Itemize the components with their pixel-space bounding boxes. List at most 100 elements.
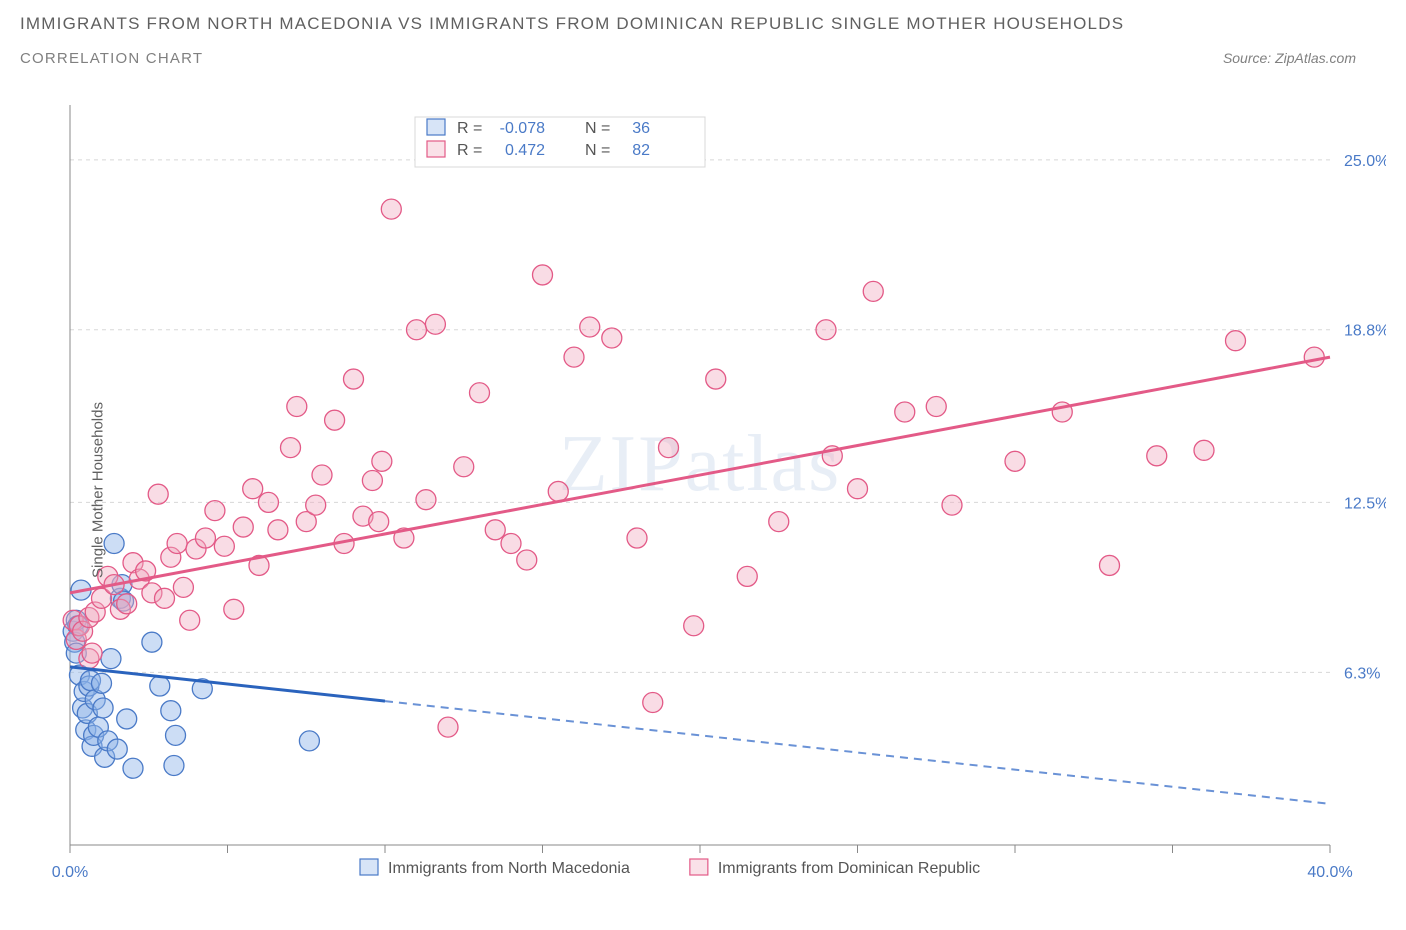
y-tick-label: 6.3%: [1344, 665, 1380, 682]
stats-legend-R-label: R =: [457, 142, 482, 159]
scatter-point-pink: [564, 347, 584, 367]
scatter-chart-svg: ZIPatlas6.3%12.5%18.8%25.0%0.0%40.0%R =-…: [20, 95, 1386, 885]
scatter-point-pink: [1005, 451, 1025, 471]
stats-legend-R-value-pink: 0.472: [505, 142, 545, 159]
scatter-point-pink: [627, 528, 647, 548]
scatter-point-pink: [155, 588, 175, 608]
bottom-legend-swatch-pink: [690, 859, 708, 875]
scatter-point-blue: [150, 676, 170, 696]
scatter-point-blue: [161, 701, 181, 721]
chart-area: Single Mother Households ZIPatlas6.3%12.…: [20, 95, 1386, 885]
scatter-point-pink: [381, 199, 401, 219]
scatter-point-blue: [117, 709, 137, 729]
scatter-point-pink: [737, 566, 757, 586]
scatter-point-pink: [863, 281, 883, 301]
scatter-point-pink: [643, 692, 663, 712]
scatter-point-pink: [372, 451, 392, 471]
scatter-point-pink: [1194, 440, 1214, 460]
x-tick-label-left: 0.0%: [52, 864, 88, 881]
scatter-point-pink: [407, 320, 427, 340]
scatter-point-pink: [816, 320, 836, 340]
scatter-point-pink: [684, 616, 704, 636]
scatter-point-pink: [517, 550, 537, 570]
scatter-point-pink: [470, 383, 490, 403]
trend-line-dashed-blue: [385, 701, 1330, 804]
scatter-point-pink: [485, 520, 505, 540]
scatter-point-pink: [312, 465, 332, 485]
scatter-point-pink: [344, 369, 364, 389]
scatter-point-pink: [167, 534, 187, 554]
scatter-point-pink: [438, 717, 458, 737]
scatter-point-pink: [580, 317, 600, 337]
scatter-point-blue: [107, 739, 127, 759]
y-tick-label: 18.8%: [1344, 323, 1386, 340]
scatter-point-pink: [214, 536, 234, 556]
scatter-point-pink: [425, 314, 445, 334]
trend-line-pink: [70, 357, 1330, 593]
source-name: ZipAtlas.com: [1275, 50, 1356, 66]
scatter-point-pink: [258, 492, 278, 512]
y-axis-label: Single Mother Households: [89, 402, 106, 578]
y-tick-label: 25.0%: [1344, 153, 1386, 170]
stats-legend-R-label: R =: [457, 120, 482, 137]
stats-legend-R-value-blue: -0.078: [500, 120, 545, 137]
bottom-legend-label-pink: Immigrants from Dominican Republic: [718, 860, 980, 877]
scatter-point-blue: [164, 756, 184, 776]
x-tick-label-right: 40.0%: [1307, 864, 1352, 881]
scatter-point-pink: [501, 534, 521, 554]
scatter-point-pink: [180, 610, 200, 630]
scatter-point-pink: [306, 495, 326, 515]
stats-legend-N-value-pink: 82: [632, 142, 650, 159]
source-credit: Source: ZipAtlas.com: [1223, 50, 1386, 66]
chart-header: IMMIGRANTS FROM NORTH MACEDONIA VS IMMIG…: [0, 0, 1406, 73]
stats-legend-swatch-pink: [427, 141, 445, 157]
scatter-point-pink: [224, 599, 244, 619]
scatter-point-pink: [416, 490, 436, 510]
stats-legend-N-label: N =: [585, 120, 610, 137]
scatter-point-blue: [104, 534, 124, 554]
scatter-point-pink: [243, 479, 263, 499]
scatter-point-pink: [148, 484, 168, 504]
scatter-point-pink: [195, 528, 215, 548]
y-tick-label: 12.5%: [1344, 495, 1386, 512]
scatter-point-pink: [454, 457, 474, 477]
scatter-point-pink: [659, 438, 679, 458]
scatter-point-pink: [942, 495, 962, 515]
scatter-point-pink: [895, 402, 915, 422]
scatter-point-blue: [101, 649, 121, 669]
scatter-point-pink: [117, 594, 137, 614]
scatter-point-blue: [123, 758, 143, 778]
scatter-point-pink: [1226, 331, 1246, 351]
scatter-point-pink: [369, 512, 389, 532]
scatter-point-pink: [173, 577, 193, 597]
scatter-point-pink: [1304, 347, 1324, 367]
stats-legend-N-label: N =: [585, 142, 610, 159]
chart-title: IMMIGRANTS FROM NORTH MACEDONIA VS IMMIG…: [20, 14, 1386, 34]
scatter-point-blue: [166, 725, 186, 745]
scatter-point-pink: [926, 396, 946, 416]
scatter-point-pink: [769, 512, 789, 532]
scatter-point-pink: [848, 479, 868, 499]
scatter-point-blue: [299, 731, 319, 751]
scatter-point-pink: [706, 369, 726, 389]
bottom-legend-label-blue: Immigrants from North Macedonia: [388, 860, 630, 877]
scatter-point-pink: [281, 438, 301, 458]
source-label: Source:: [1223, 50, 1271, 66]
scatter-point-blue: [142, 632, 162, 652]
scatter-point-pink: [533, 265, 553, 285]
stats-legend-swatch-blue: [427, 119, 445, 135]
subtitle-row: CORRELATION CHART Source: ZipAtlas.com: [20, 50, 1386, 67]
scatter-point-pink: [548, 481, 568, 501]
scatter-point-pink: [362, 470, 382, 490]
scatter-point-pink: [233, 517, 253, 537]
scatter-point-pink: [602, 328, 622, 348]
scatter-point-pink: [1147, 446, 1167, 466]
scatter-point-pink: [1100, 555, 1120, 575]
bottom-legend-swatch-blue: [360, 859, 378, 875]
scatter-point-blue: [93, 698, 113, 718]
scatter-point-pink: [268, 520, 288, 540]
scatter-point-pink: [205, 501, 225, 521]
stats-legend-N-value-blue: 36: [632, 120, 650, 137]
chart-subtitle: CORRELATION CHART: [20, 50, 203, 67]
scatter-point-pink: [82, 643, 102, 663]
